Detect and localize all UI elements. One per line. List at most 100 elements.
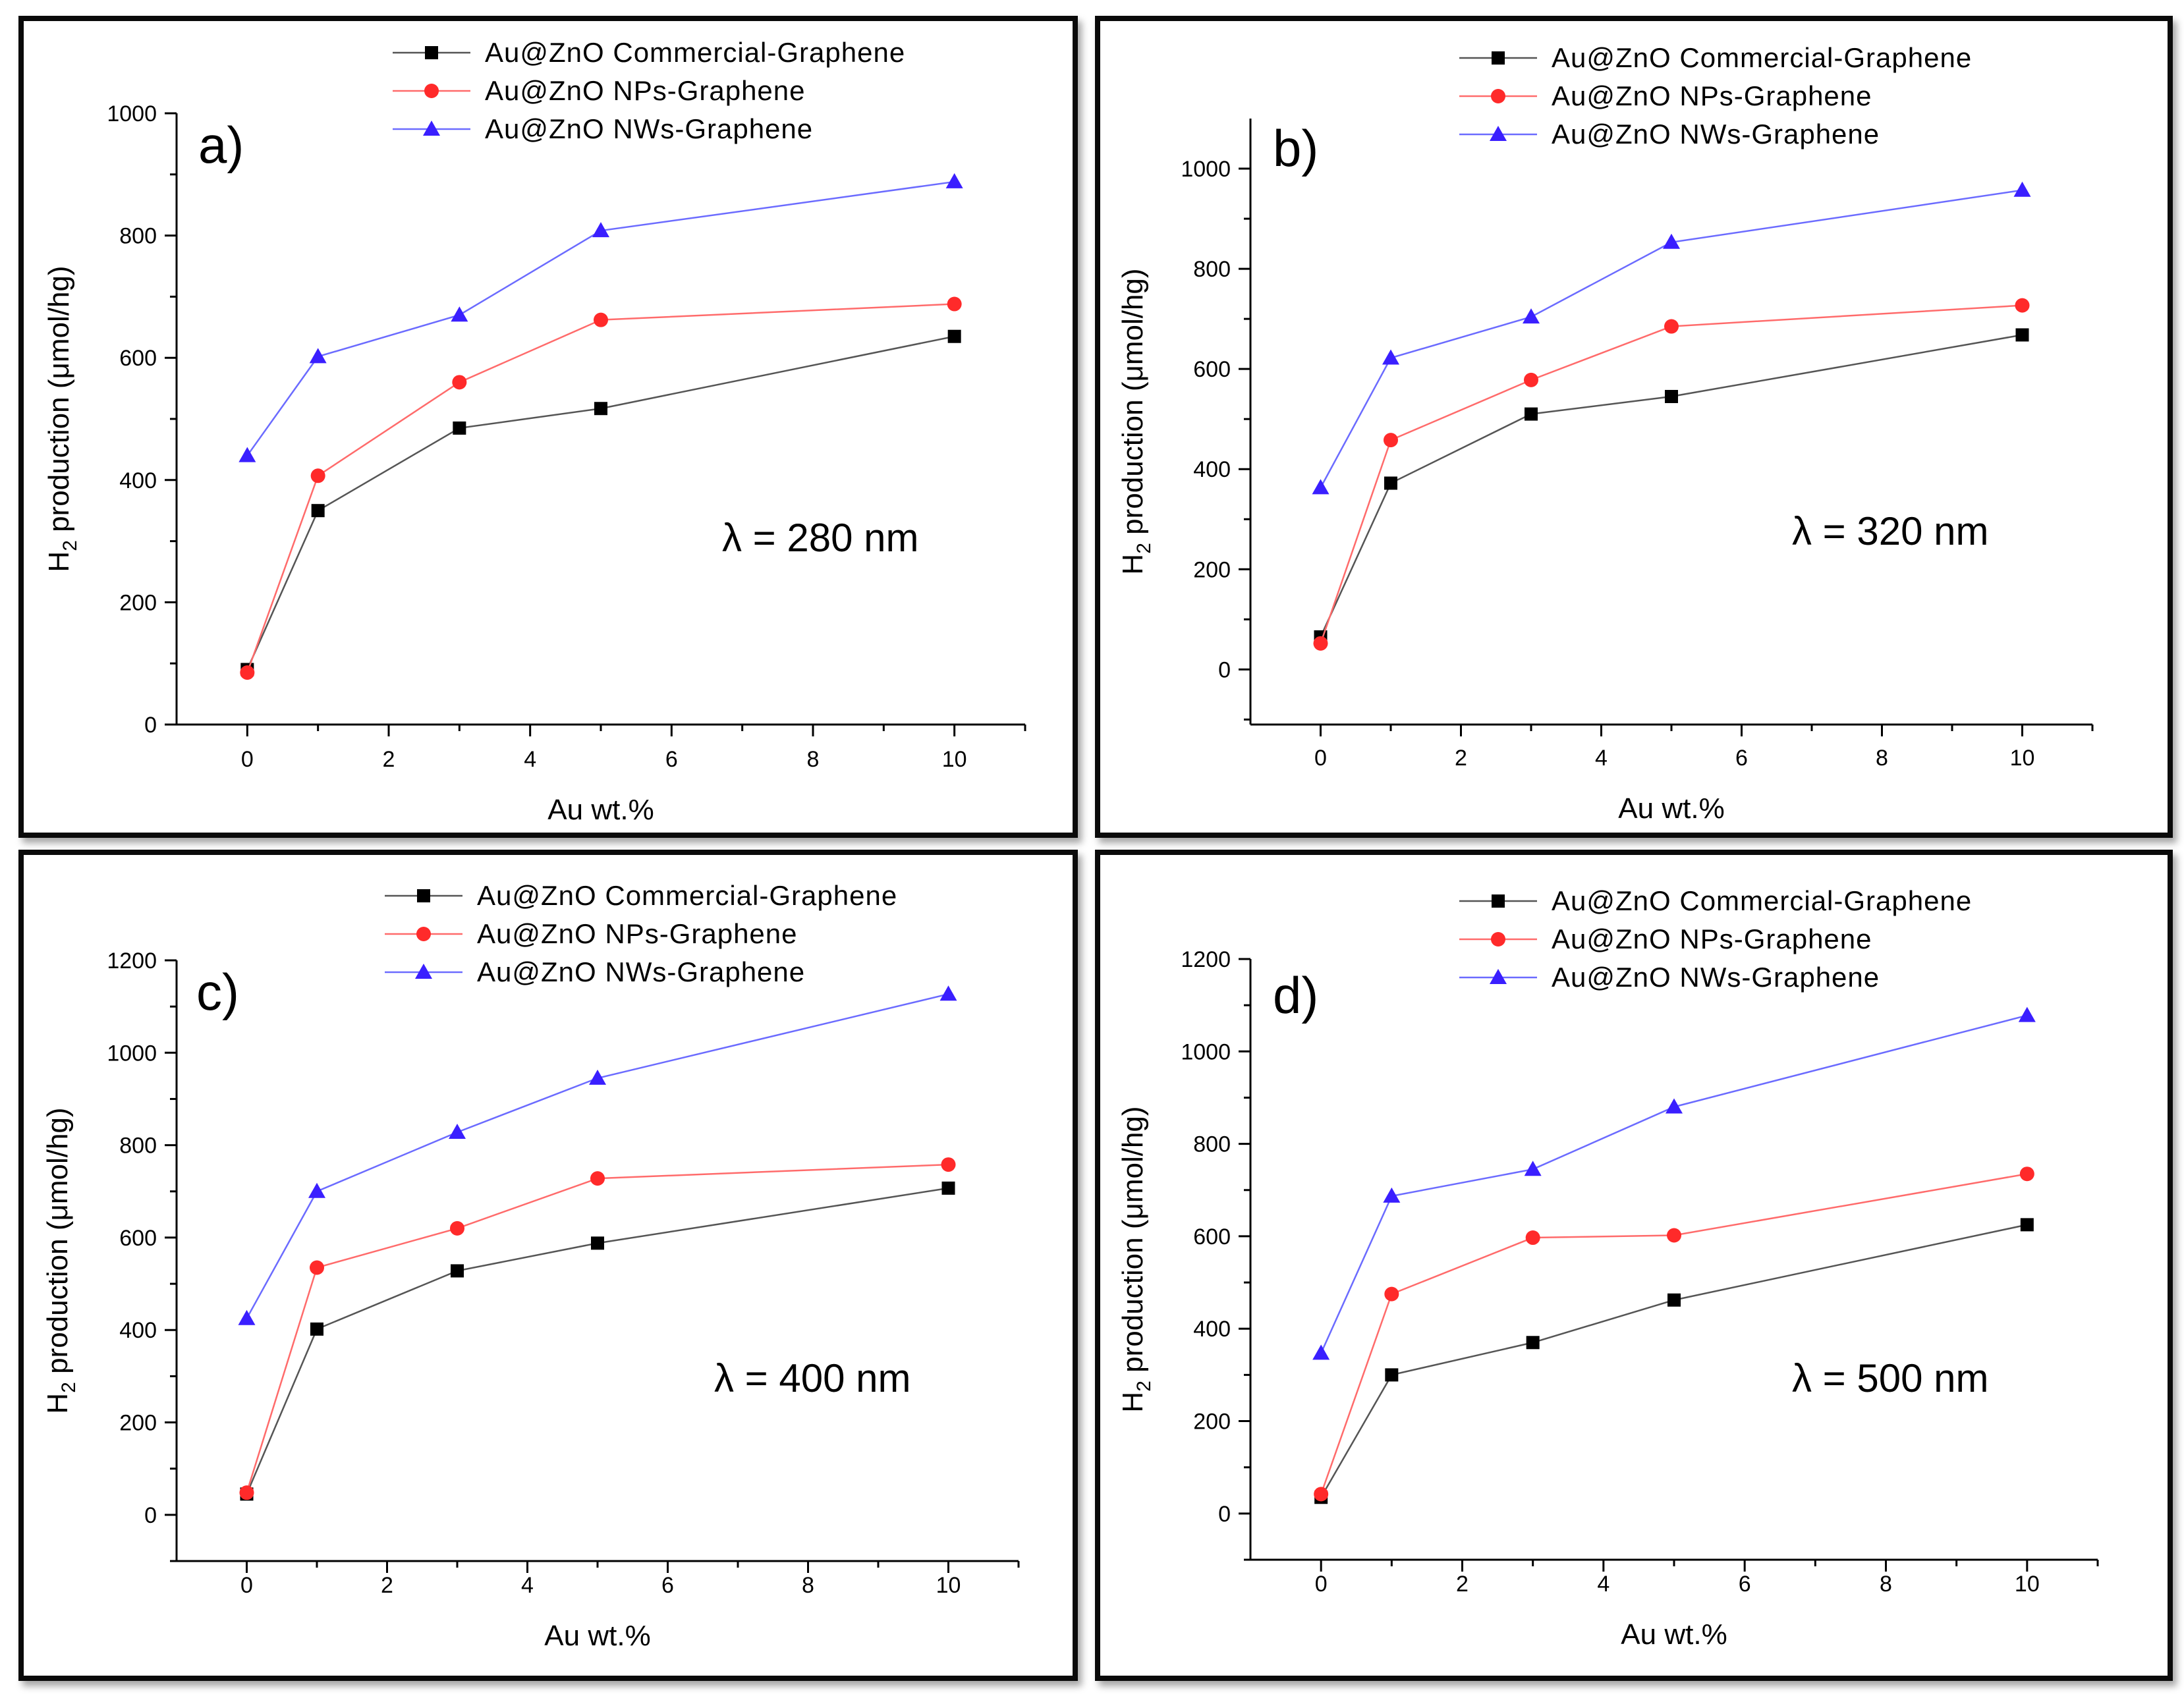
series-nws xyxy=(238,173,963,462)
data-point-circle xyxy=(947,296,962,312)
data-point-square xyxy=(947,329,961,343)
legend-label: Au@ZnO NWs-Graphene xyxy=(485,113,813,144)
y-tick-label: 600 xyxy=(1193,1224,1231,1249)
data-point-triangle xyxy=(589,1069,606,1085)
data-point-circle xyxy=(450,1221,464,1236)
data-point-circle xyxy=(1384,433,1398,448)
chart-panel-b: 0 200 400 600 800 1000 0 2 4 6 8 10 Au wt.% H2 produc… xyxy=(1095,16,2173,838)
x-tick-label: 10 xyxy=(2015,1572,2040,1597)
x-tick-label: 2 xyxy=(1456,1572,1469,1597)
series-line-nps xyxy=(1320,304,2023,644)
y-tick-label: 400 xyxy=(119,1318,157,1343)
x-tick-label: 6 xyxy=(1735,746,1748,771)
panel-letter: b) xyxy=(1273,119,1318,177)
x-tick-label: 10 xyxy=(942,747,967,772)
y-axis-title: H2 production (μmol/hg) xyxy=(42,1107,80,1414)
y-axis-title-rest: production (μmol/hg) xyxy=(1117,268,1149,543)
x-tick-label: 6 xyxy=(665,747,678,772)
legend: Au@ZnO Commercial-Graphene Au@ZnO NPs-Gra… xyxy=(385,880,897,987)
y-tick-label: 800 xyxy=(1193,1132,1231,1157)
y-tick-label: 800 xyxy=(1193,257,1231,282)
data-point-square xyxy=(1384,476,1397,490)
y-axis-title-h: H xyxy=(43,551,75,572)
data-point-circle xyxy=(594,312,608,327)
legend-label: Au@ZnO NWs-Graphene xyxy=(477,956,805,987)
y-tick-label: 1200 xyxy=(1181,947,1231,972)
series-line-nps xyxy=(1320,1172,2028,1495)
legend: Au@ZnO Commercial-Graphene Au@ZnO NPs-Gra… xyxy=(1459,42,1972,150)
y-tick-label: 600 xyxy=(119,1226,157,1251)
y-axis-title-subscript: 2 xyxy=(1133,1381,1155,1392)
data-point-triangle xyxy=(238,447,256,462)
series-commercial xyxy=(1314,328,2029,644)
chart-panel-c: 0 200 400 600 800 1000 1200 0 2 4 6 8 10 Au wt.% H2 pr… xyxy=(18,850,1078,1681)
x-tick-label: 10 xyxy=(2010,746,2035,771)
y-axis-title-h: H xyxy=(1117,1392,1149,1413)
legend-label: Au@ZnO NPs-Graphene xyxy=(1552,80,1872,111)
data-point-triangle xyxy=(1490,126,1507,141)
y-tick-label: 1000 xyxy=(1181,157,1231,182)
y-axis-title-rest: production (μmol/hg) xyxy=(1117,1106,1149,1381)
data-point-circle xyxy=(310,468,325,483)
data-point-circle xyxy=(1667,1228,1681,1243)
x-tick-label: 6 xyxy=(1739,1572,1751,1597)
data-point-triangle xyxy=(1382,349,1399,365)
data-point-triangle xyxy=(1524,1161,1542,1176)
y-tick-label: 400 xyxy=(119,468,157,493)
x-tick-label: 2 xyxy=(383,747,395,772)
data-point-triangle xyxy=(309,348,327,364)
data-point-square xyxy=(425,46,438,59)
panel-letter: a) xyxy=(198,116,244,174)
data-point-circle xyxy=(416,927,431,941)
data-point-triangle xyxy=(1523,308,1540,324)
data-point-square xyxy=(941,1181,955,1195)
x-tick-label: 8 xyxy=(807,747,820,772)
y-axis-title-subscript: 2 xyxy=(58,1382,80,1393)
y-tick-label: 600 xyxy=(119,346,157,371)
series-nps xyxy=(1314,1167,2034,1502)
panel-letter: d) xyxy=(1273,966,1318,1024)
data-point-square xyxy=(1492,51,1505,65)
data-point-triangle xyxy=(1312,1344,1330,1360)
x-tick-label: 2 xyxy=(381,1573,393,1598)
data-point-triangle xyxy=(945,173,963,188)
data-point-triangle xyxy=(592,222,609,238)
x-tick-label: 8 xyxy=(1880,1572,1892,1597)
y-tick-label: 0 xyxy=(144,1503,157,1528)
data-point-triangle xyxy=(1312,479,1330,495)
legend-label: Au@ZnO Commercial-Graphene xyxy=(477,880,897,911)
data-point-circle xyxy=(1314,1487,1329,1502)
data-point-square xyxy=(2020,1218,2034,1232)
y-tick-label: 200 xyxy=(119,1411,157,1436)
data-point-circle xyxy=(1664,319,1679,334)
data-point-circle xyxy=(1313,636,1328,651)
data-point-triangle xyxy=(1490,969,1507,984)
data-point-triangle xyxy=(423,121,440,136)
data-point-square xyxy=(591,1236,604,1250)
data-point-square xyxy=(594,402,607,416)
series-commercial xyxy=(240,329,961,676)
y-tick-label: 200 xyxy=(1193,1410,1231,1435)
x-axis-title: Au wt.% xyxy=(1618,792,1724,825)
data-point-triangle xyxy=(308,1182,325,1198)
data-point-square xyxy=(453,421,466,435)
series-nws xyxy=(238,985,957,1325)
legend-label: Au@ZnO NPs-Graphene xyxy=(485,75,806,106)
y-tick-label: 200 xyxy=(119,590,157,615)
chart-panel-a: 0 200 400 600 800 1000 0 2 4 6 8 10 Au wt.% H2 produc… xyxy=(18,16,1078,838)
legend-label: Au@ZnO NWs-Graphene xyxy=(1552,962,1880,993)
x-tick-label: 0 xyxy=(1315,1572,1328,1597)
series-nps xyxy=(1313,298,2030,651)
legend-label: Au@ZnO Commercial-Graphene xyxy=(1552,42,1972,73)
data-point-square xyxy=(2015,328,2029,342)
data-point-circle xyxy=(1525,1230,1540,1246)
legend-label: Au@ZnO NWs-Graphene xyxy=(1552,119,1880,150)
y-tick-label: 1200 xyxy=(107,948,157,974)
y-tick-label: 1000 xyxy=(1181,1039,1231,1064)
data-point-circle xyxy=(424,84,439,98)
data-point-circle xyxy=(239,1485,254,1500)
series-nps xyxy=(240,296,962,680)
series-line-nps xyxy=(246,1163,949,1493)
